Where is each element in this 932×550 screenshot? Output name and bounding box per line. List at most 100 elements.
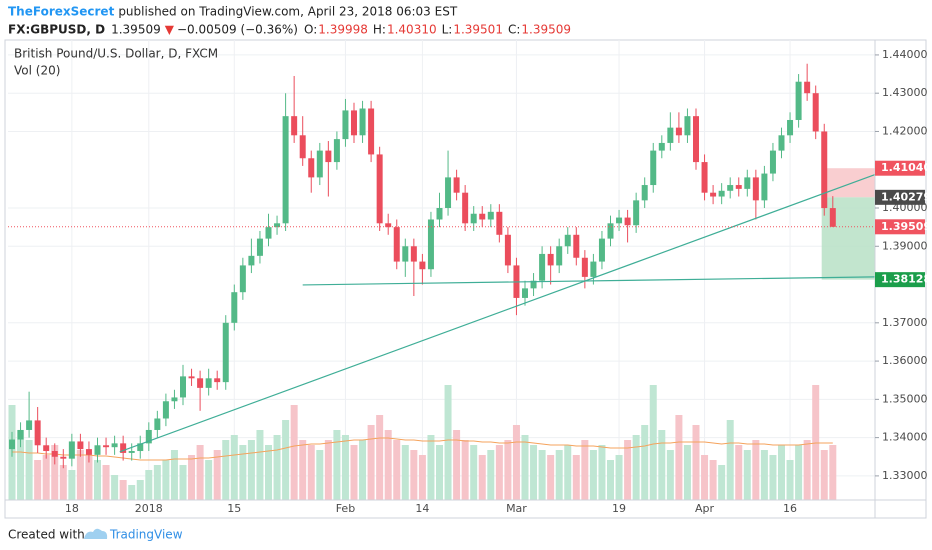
volume-bar [213,450,221,500]
volume-ma [12,437,833,461]
candle-body [427,219,434,270]
candle-body [479,213,486,220]
candle-body [180,376,186,398]
volume-bar [273,435,281,500]
volume-bar [666,450,674,500]
candle-body [368,108,375,155]
volume-bar [85,455,93,500]
candle-body [727,185,734,191]
header-line: TheForexSecret published on TradingView.c… [8,5,458,19]
trendline [302,276,875,286]
candle-body [77,441,84,450]
volume-bar [111,475,119,500]
volume-bar [333,430,341,500]
volume-bar [718,465,726,500]
volume-bar [572,455,580,500]
candle-body [778,135,785,151]
volume-bar [418,455,426,500]
x-tick-label: 18 [65,502,79,515]
volume-bar [453,430,461,500]
candle-body [504,234,511,266]
header-text: H: [373,23,386,37]
price-label-bg [875,219,925,235]
volume-bar [384,430,392,500]
volume-bar [470,445,478,500]
y-tick-label: 1.35000 [882,392,928,405]
volume-bar [239,445,247,500]
candle-body [487,211,494,220]
candle-body [137,443,144,452]
candle-body [316,150,323,178]
volume-bar [649,385,657,500]
candle-body [804,81,811,94]
price-label: 1.41040 [881,161,931,174]
volume-bar [222,440,230,500]
header-line: FX:GBPUSD, D 1.39509 ▼ −0.00509 (−0.36%) O: 1… [8,23,571,37]
candle-body [26,420,33,430]
volume-bar [624,440,632,500]
volume-bar [692,425,700,500]
header-text: 1.39509 [111,23,161,37]
candle-body [616,217,623,224]
candle-body [752,177,759,201]
volume-bar [436,445,443,500]
candle-body [564,234,571,247]
candle-body [650,150,657,186]
volume-bar [487,450,495,500]
volume-bar [341,435,349,500]
candle-body [128,451,135,453]
volume-pane [8,385,837,500]
stop-zone [821,168,875,198]
header-text: 1.39501 [453,23,503,37]
candle-body [693,116,699,163]
candle-body [333,139,340,163]
volume-bar [701,455,709,500]
candle-body [453,177,460,193]
candle-body [590,261,597,277]
x-tick-label: Mar [506,502,527,515]
volume-bar [658,430,666,500]
volume-bar [410,450,418,500]
candle-body [17,429,24,440]
x-tick-label: 2018 [135,502,163,515]
volume-bar [162,460,170,500]
volume-bar [778,445,785,500]
y-tick-label: 1.43000 [882,86,928,99]
candle-body [735,185,742,189]
volume-bar [316,450,324,500]
target-zone [821,197,875,280]
y-tick-label: 1.44000 [882,48,928,61]
volume-bar [803,440,811,500]
header-text: published on TradingView.com, April 23, … [118,5,458,19]
candle-body [658,142,665,151]
y-tick-label: 1.42000 [882,124,928,137]
candle-body [522,288,528,298]
candle-body [718,190,725,197]
volume-bar [282,420,290,500]
volume-bar [589,450,597,500]
volume-bar [547,455,555,500]
price-label: 1.39509 [881,220,931,233]
volume-bar [34,460,42,500]
candle-body [821,131,828,209]
candle-body [547,253,554,266]
price-label-bg [875,272,925,288]
candle-body [197,378,204,388]
candle-body [393,227,400,262]
volume-bar [675,415,683,500]
candle-body [248,255,255,266]
y-tick-label: 1.33000 [882,469,928,482]
volume-bar [641,425,649,500]
volume-bar [128,485,136,500]
volume-bar [538,450,546,500]
candle-body [633,200,640,226]
candle-body [291,116,298,136]
candle-body [162,401,169,419]
header-text: 1.39998 [318,23,368,37]
volume-bar [401,445,409,500]
footer-brand[interactable]: TradingView [109,528,183,542]
candle-body [111,443,118,448]
candle-body [222,322,229,383]
candle-body [9,439,15,450]
x-tick-label: Apr [695,502,715,515]
